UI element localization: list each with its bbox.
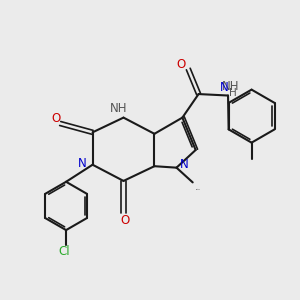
Text: N: N	[78, 157, 87, 170]
Text: methyl: methyl	[196, 189, 200, 190]
Text: O: O	[51, 112, 60, 125]
Text: O: O	[120, 214, 130, 227]
Text: N: N	[180, 158, 189, 171]
Text: H: H	[230, 88, 237, 98]
Text: O: O	[176, 58, 185, 71]
Text: N: N	[220, 81, 229, 94]
Text: Cl: Cl	[59, 245, 70, 258]
Text: NH: NH	[110, 102, 127, 115]
Text: NH: NH	[222, 80, 239, 93]
